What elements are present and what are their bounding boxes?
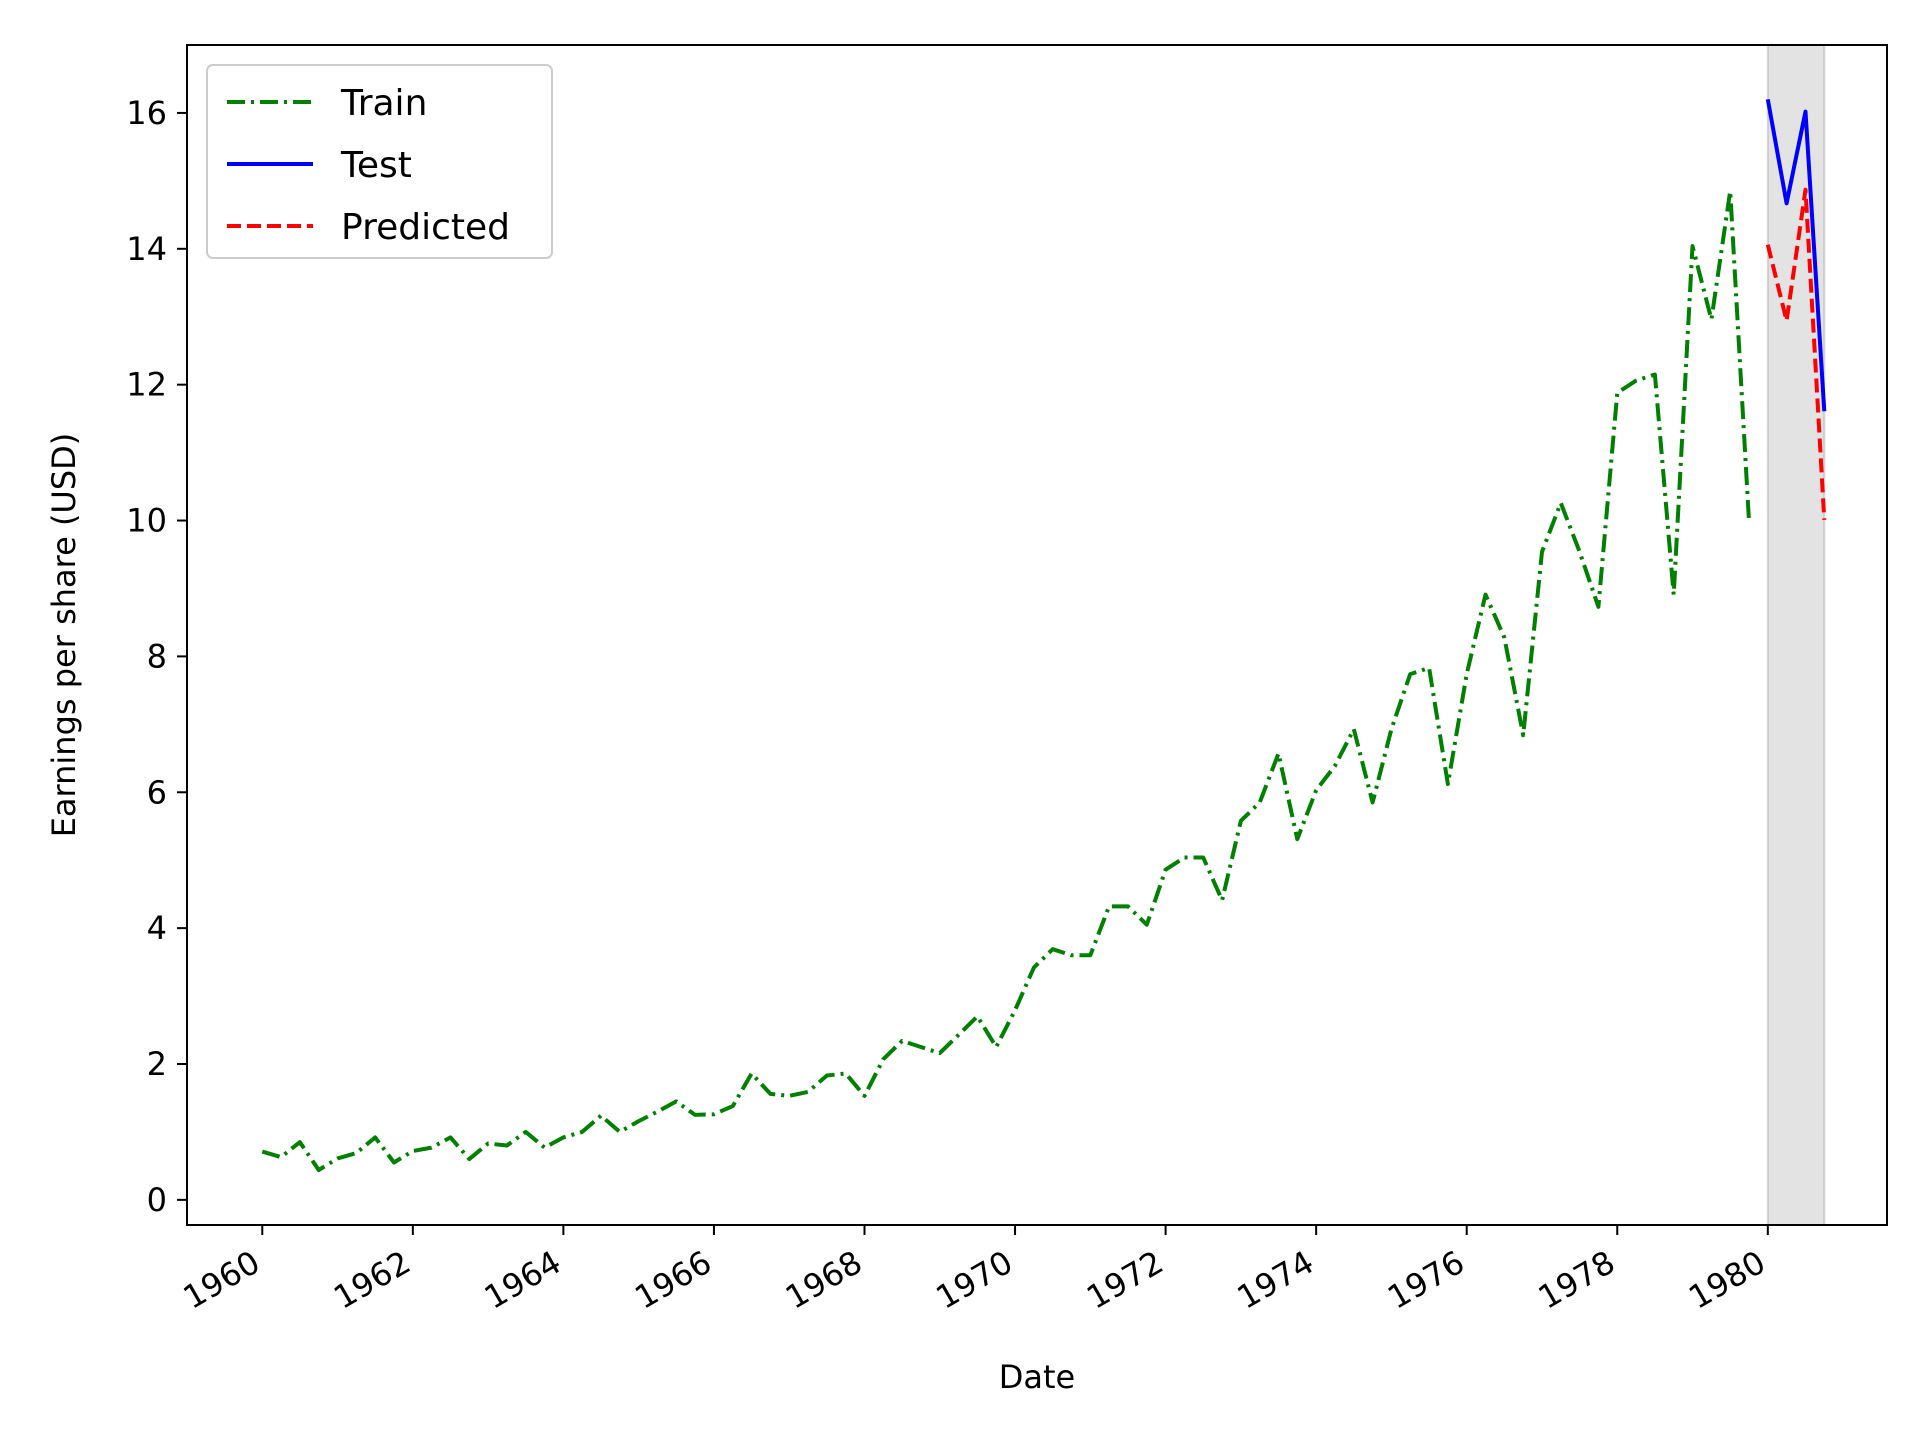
y-tick-label: 14: [126, 230, 167, 268]
y-tick-label: 6: [147, 773, 167, 811]
y-axis: 0 2 4 6 8 10 12 14 16: [126, 94, 187, 1219]
y-tick-label: 0: [147, 1181, 167, 1219]
y-axis-title: Earnings per share (USD): [45, 433, 83, 838]
legend-label-predicted: Predicted: [341, 207, 510, 248]
y-tick-label: 2: [147, 1045, 167, 1083]
series-line-test: [1765, 98, 1827, 412]
series-layer: [261, 98, 1827, 1172]
series-line-train: [261, 189, 1751, 1172]
x-axis-title: Date: [999, 1358, 1075, 1396]
shaded-region: [1767, 45, 1825, 1225]
legend-frame: [206, 64, 553, 259]
series-line-predicted: [1765, 187, 1827, 521]
legend-label-test: Test: [340, 145, 412, 186]
legend-label-train: Train: [340, 83, 427, 124]
shaded-region-layer: [1766, 45, 1826, 1225]
y-tick-label: 12: [126, 366, 167, 404]
y-tick-label: 10: [126, 502, 167, 540]
plot-area-frame: [186, 44, 1888, 1226]
legend: Train Test Predicted: [206, 64, 553, 259]
y-tick-label: 8: [147, 637, 167, 675]
y-tick-label: 16: [126, 94, 167, 132]
y-tick-label: 4: [147, 909, 167, 947]
